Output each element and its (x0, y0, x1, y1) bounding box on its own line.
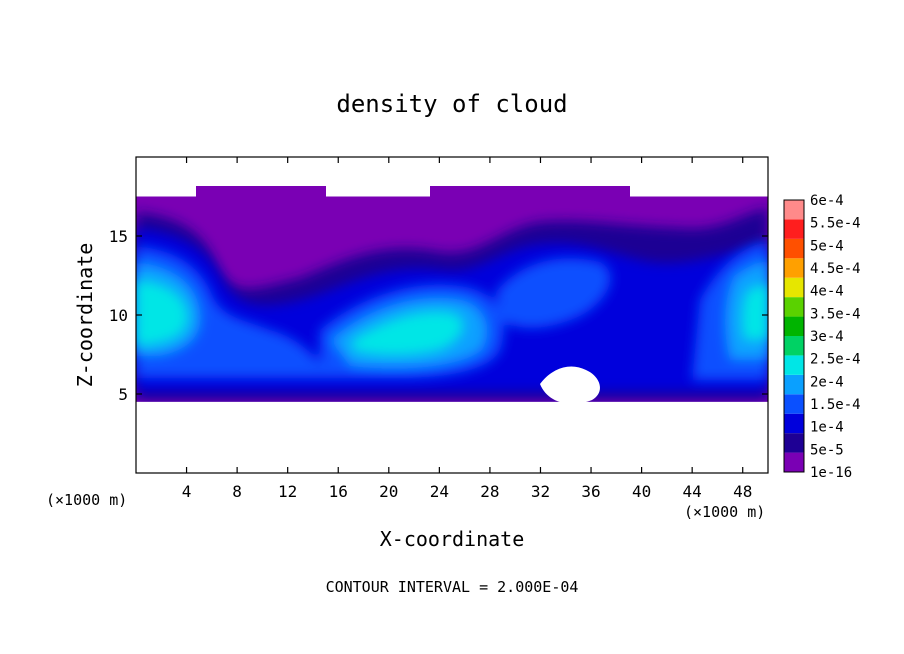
colorbar-frame (783, 199, 805, 473)
y-tick-label: 15 (109, 227, 128, 246)
colorbar-swatch (784, 433, 804, 453)
x-tick-label: 28 (480, 482, 499, 501)
colorbar-swatch (784, 297, 804, 317)
y-tick-label: 5 (118, 385, 128, 404)
x-tick-label: 8 (232, 482, 242, 501)
chart-title: density of cloud (336, 90, 567, 118)
colorbar-level-label: 5e-5 (810, 442, 844, 458)
colorbar-swatch (784, 452, 804, 472)
colorbar-swatch (784, 238, 804, 259)
clear-air-gaps (136, 366, 768, 473)
x-tick-label: 44 (683, 482, 702, 501)
x-tick-label: 36 (581, 482, 600, 501)
colorbar: 1e-16 5e-5 1e-4 1.5e-4 2e-4 2.5e-4 3e-4 3.5e-4 4… (783, 193, 861, 481)
contour-interval-note: CONTOUR INTERVAL = 2.000E-04 (326, 578, 579, 596)
plot-field (136, 157, 768, 473)
x-tick-label: 20 (379, 482, 398, 501)
colorbar-level-label: 2e-4 (810, 374, 844, 390)
colorbar-swatch (784, 200, 804, 220)
colorbar-level-label: 1e-16 (810, 465, 852, 481)
x-tick-label: 16 (329, 482, 348, 501)
colorbar-level-label: 4.5e-4 (810, 261, 861, 277)
x-tick-label: 40 (632, 482, 651, 501)
colorbar-level-label: 5.5e-4 (810, 216, 861, 232)
colorbar-level-label: 1.5e-4 (810, 397, 861, 413)
colorbar-swatch (784, 258, 804, 278)
colorbar-swatch (784, 413, 804, 434)
colorbar-level-label: 2.5e-4 (810, 352, 861, 368)
y-tick-label: 10 (109, 306, 128, 325)
colorbar-swatch (784, 374, 804, 395)
x-tick-label: 32 (531, 482, 550, 501)
y-unit-label: (×1000 m) (46, 491, 127, 509)
x-tick-label: 12 (278, 482, 297, 501)
colorbar-level-label: 3e-4 (810, 329, 844, 345)
x-tick-label: 4 (182, 482, 192, 501)
colorbar-swatch (784, 316, 804, 336)
colorbar-swatch (784, 277, 804, 298)
colorbar-swatch (784, 394, 804, 414)
colorbar-level-label: 4e-4 (810, 284, 844, 300)
y-axis-label: Z-coordinate (73, 243, 97, 388)
x-axis-label: X-coordinate (380, 527, 525, 551)
colorbar-level-label: 5e-4 (810, 238, 844, 254)
x-unit-label: (×1000 m) (684, 503, 765, 521)
colorbar-level-label: 3.5e-4 (810, 306, 861, 322)
density-field (136, 186, 768, 473)
colorbar-level-label: 1e-4 (810, 420, 844, 436)
colorbar-swatch (784, 355, 804, 375)
field-band-6 (136, 280, 768, 356)
colorbar-swatch (784, 219, 804, 239)
colorbar-swatch (784, 336, 804, 356)
x-tick-label: 24 (430, 482, 449, 501)
colorbar-level-label: 6e-4 (810, 193, 844, 209)
x-tick-label: 48 (733, 482, 752, 501)
